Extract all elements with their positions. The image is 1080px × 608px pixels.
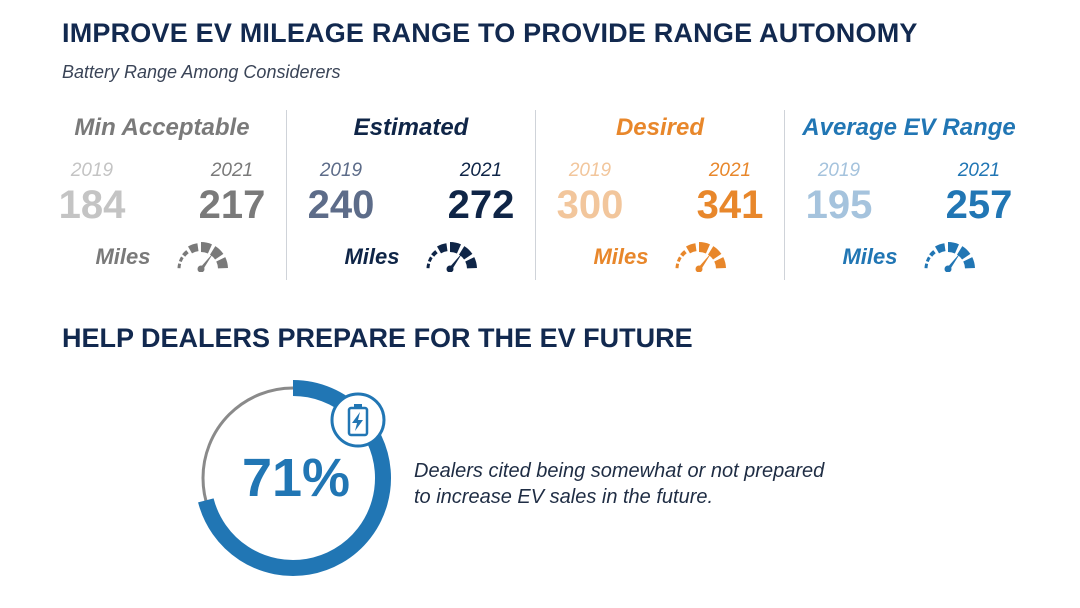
stat-column-desired: Desired 2019 2021 300 341 Miles [535, 110, 784, 280]
column-heading: Estimated [353, 114, 469, 141]
speedometer-icon [426, 241, 477, 272]
gauge-segment [427, 256, 433, 263]
stat-column-estimated: Estimated 2019 2021 240 272 Miles [286, 110, 535, 280]
gauge-needle [198, 252, 214, 269]
unit-label: Miles [344, 244, 400, 269]
gauge-segment [928, 250, 936, 257]
gauge-segment [713, 257, 726, 269]
gauge-segment [924, 263, 928, 269]
gauge-segment [956, 246, 970, 260]
page-subtitle: Battery Range Among Considerers [62, 62, 341, 82]
page-title: IMPROVE EV MILEAGE RANGE TO PROVIDE RANG… [62, 18, 918, 48]
year-label-2019: 2019 [568, 160, 612, 181]
stat-column-average-ev-range: Average EV Range 2019 2021 195 257 Miles [784, 110, 1033, 280]
gauge-hub [695, 265, 703, 272]
gauge-segment [449, 241, 461, 254]
column-heading: Desired [615, 114, 705, 141]
year-label-2021: 2021 [459, 160, 503, 181]
gauge-needle [447, 252, 463, 269]
range-stats: Min Acceptable 2019 2021 184 217 Miles E… [38, 110, 1048, 280]
percent-donut [198, 380, 391, 576]
description-line-2: to increase EV sales in the future. [414, 486, 714, 508]
gauge-hub [197, 265, 205, 272]
gauge-segment [178, 256, 184, 263]
value-2019: 195 [805, 183, 873, 227]
gauge-segment [962, 257, 975, 269]
year-label-2019: 2019 [817, 160, 861, 181]
gauge-segment [181, 250, 189, 257]
speedometer-icon [924, 241, 975, 272]
percent-value: 71% [241, 448, 351, 508]
gauge-segment [215, 257, 228, 269]
year-label-2021: 2021 [210, 160, 254, 181]
gauge-segment [436, 243, 448, 254]
gauge-segment [187, 243, 199, 254]
gauge-segment [200, 241, 212, 254]
value-2021: 272 [447, 183, 515, 227]
gauge-segment [934, 243, 946, 254]
column-heading: Min Acceptable [74, 114, 250, 141]
value-2019: 184 [58, 183, 126, 227]
gauge-segment [426, 263, 430, 269]
speedometer-icon [177, 241, 228, 272]
value-2021: 257 [945, 183, 1013, 227]
gauge-segment [464, 257, 477, 269]
column-heading: Average EV Range [802, 114, 1016, 141]
gauge-segment [675, 263, 679, 269]
gauge-hub [446, 265, 454, 272]
gauge-segment [698, 241, 710, 254]
gauge-segment [458, 246, 472, 260]
unit-label: Miles [842, 244, 898, 269]
stat-description: Dealers cited being somewhat or not prep… [414, 458, 974, 510]
gauge-segment [177, 263, 181, 269]
battery-charge-icon [330, 392, 386, 448]
section-title-dealers: HELP DEALERS PREPARE FOR THE EV FUTURE [62, 323, 693, 353]
description-line-1: Dealers cited being somewhat or not prep… [414, 460, 825, 482]
gauge-segment [430, 250, 438, 257]
gauge-segment [707, 246, 721, 260]
unit-label: Miles [593, 244, 649, 269]
stat-column-min-acceptable: Min Acceptable 2019 2021 184 217 Miles [38, 110, 286, 280]
unit-label: Miles [95, 244, 151, 269]
year-label-2021: 2021 [708, 160, 752, 181]
gauge-segment [679, 250, 687, 257]
year-label-2021: 2021 [957, 160, 1001, 181]
value-2021: 341 [696, 183, 764, 227]
gauge-needle [945, 252, 961, 269]
speedometer-icon [675, 241, 726, 272]
gauge-hub [944, 265, 952, 272]
value-2019: 240 [307, 183, 375, 227]
gauge-segment [209, 246, 223, 260]
gauge-segment [676, 256, 682, 263]
year-label-2019: 2019 [70, 160, 114, 181]
gauge-segment [925, 256, 931, 263]
gauge-segment [947, 241, 959, 254]
gauge-segment [685, 243, 697, 254]
value-2019: 300 [556, 183, 624, 227]
gauge-needle [696, 252, 712, 269]
year-label-2019: 2019 [319, 160, 363, 181]
value-2021: 217 [198, 183, 266, 227]
